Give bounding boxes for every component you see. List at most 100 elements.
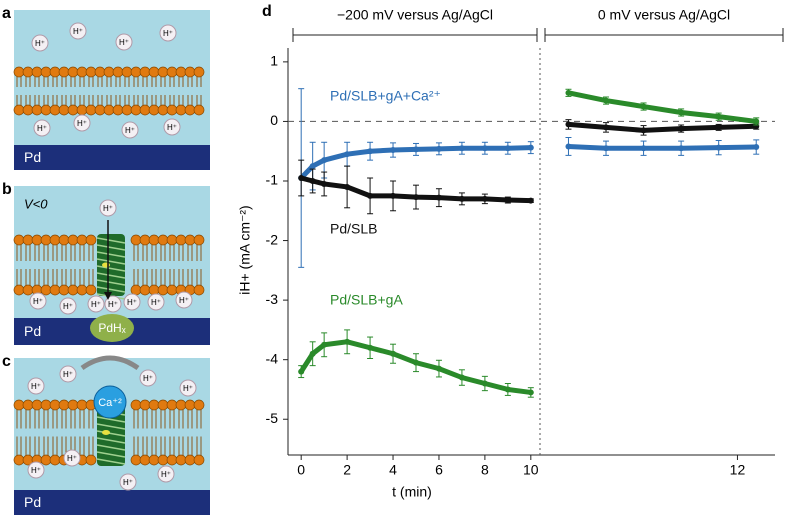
data-point (504, 386, 511, 393)
lipid-head (13, 399, 25, 411)
lipid-head (49, 284, 61, 296)
lipid-head (94, 66, 106, 78)
lipid-head (58, 104, 70, 116)
data-point (527, 389, 534, 396)
x-tick-label: 4 (389, 462, 397, 478)
data-point (435, 365, 442, 372)
lipid-head (67, 66, 79, 78)
helix (96, 258, 126, 265)
data-point (504, 145, 511, 152)
data-point (390, 147, 397, 154)
helix (96, 451, 126, 458)
lipid-head (40, 104, 52, 116)
lipid-head (76, 399, 88, 411)
lipid-head (157, 66, 169, 78)
lipid-head (13, 104, 25, 116)
ion (119, 473, 137, 491)
ion-label: H⁺ (31, 466, 41, 475)
lipid-head (175, 399, 187, 411)
lipid-head (148, 454, 160, 466)
ion-label: H⁺ (77, 119, 87, 128)
lipid-head (130, 399, 142, 411)
series-line (565, 143, 759, 151)
data-point (640, 127, 647, 134)
lipid-head (22, 104, 34, 116)
data-point (678, 125, 685, 132)
ion-in-channel (102, 430, 110, 435)
helix (96, 279, 126, 286)
lipid-head (13, 454, 25, 466)
helix (96, 444, 126, 451)
ion (175, 291, 193, 309)
data-point (367, 344, 374, 351)
helix (96, 430, 126, 437)
lipid-head (193, 234, 205, 246)
lipid-head (121, 66, 133, 78)
lipid-head (94, 104, 106, 116)
data-point (321, 180, 328, 187)
calcium (93, 385, 127, 419)
helix (96, 423, 126, 430)
ion-label: H⁺ (91, 300, 101, 309)
lipid-head (22, 66, 34, 78)
data-point (603, 124, 610, 131)
lipid-head (85, 104, 97, 116)
lipid-head (148, 104, 160, 116)
data-point (678, 145, 685, 152)
data-point (390, 192, 397, 199)
lipid-head (130, 66, 142, 78)
panel-label: d (262, 3, 272, 20)
ion-label: H⁺ (63, 370, 73, 379)
series-label: Pd/SLB (330, 221, 377, 237)
ion-label: H⁺ (183, 384, 193, 393)
data-point (527, 197, 534, 204)
lipid-head (76, 104, 88, 116)
hydride-label: PdHₓ (98, 321, 125, 335)
data-point (390, 350, 397, 357)
arrow-head (104, 292, 112, 300)
y-axis-label: iH+ (mA cm⁻²) (237, 205, 253, 294)
ion-label: H⁺ (167, 123, 177, 132)
segment-label: −200 mV versus Ag/AgCl (337, 7, 493, 23)
lipid-head (67, 284, 79, 296)
lipid-head (175, 104, 187, 116)
data-point (640, 145, 647, 152)
lipid-head (76, 234, 88, 246)
helix (96, 272, 126, 279)
lipid-head (85, 66, 97, 78)
x-tick-label: 8 (481, 462, 489, 478)
data-point (367, 148, 374, 155)
lipid-head (139, 234, 151, 246)
data-point (481, 145, 488, 152)
lipid-head (76, 66, 88, 78)
ion-label: H⁺ (127, 298, 137, 307)
data-point (565, 143, 572, 150)
y-tick-label: -5 (266, 410, 279, 426)
data-point (367, 192, 374, 199)
lipid-head (148, 399, 160, 411)
lipid-head (166, 104, 178, 116)
data-point (715, 144, 722, 151)
lipid-head (184, 399, 196, 411)
helix (96, 265, 126, 272)
lipid-head (139, 66, 151, 78)
lipid-head (76, 284, 88, 296)
lipid-head (31, 234, 43, 246)
ion (123, 293, 141, 311)
lipid-head (40, 284, 52, 296)
lipid-head (22, 399, 34, 411)
y-tick-label: -1 (266, 172, 279, 188)
lipid-head (193, 104, 205, 116)
lipid-head (40, 399, 52, 411)
lipid-head (67, 234, 79, 246)
lipid-head (58, 234, 70, 246)
ion (99, 199, 117, 217)
helix (96, 237, 126, 244)
x-tick-label: 10 (523, 462, 539, 478)
lipid-head (13, 66, 25, 78)
data-point (321, 341, 328, 348)
ion-label: H⁺ (108, 300, 118, 309)
ion-label: H⁺ (151, 298, 161, 307)
lipid-head (40, 454, 52, 466)
ion (87, 295, 105, 313)
